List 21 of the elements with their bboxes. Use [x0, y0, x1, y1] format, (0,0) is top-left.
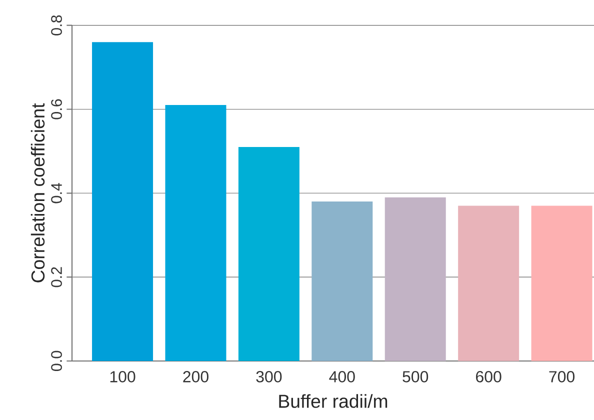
y-tick-label: 0.0: [51, 350, 62, 372]
x-tick-label: 400: [329, 371, 355, 382]
y-tick-label: 0.8: [51, 15, 62, 36]
y-axis-title: Correlation coefficient: [30, 103, 45, 282]
y-tick-label: 0.4: [51, 182, 62, 204]
bar: [384, 197, 446, 361]
bar: [312, 202, 373, 361]
bar: [238, 147, 300, 361]
x-tick-label: 100: [110, 371, 136, 382]
x-tick-label: 700: [549, 371, 575, 382]
bar: [458, 206, 520, 361]
bar: [531, 206, 592, 361]
x-axis-title: Buffer radii/m: [279, 394, 388, 408]
y-tick-label: 0.2: [51, 267, 62, 288]
y-tick-label: 0.6: [51, 99, 62, 120]
x-tick-label: 300: [256, 371, 282, 382]
bar: [92, 42, 154, 361]
x-tick-label: 600: [476, 371, 502, 382]
x-tick-label: 500: [402, 371, 428, 382]
x-tick-label: 200: [183, 371, 208, 382]
bar: [165, 105, 226, 361]
